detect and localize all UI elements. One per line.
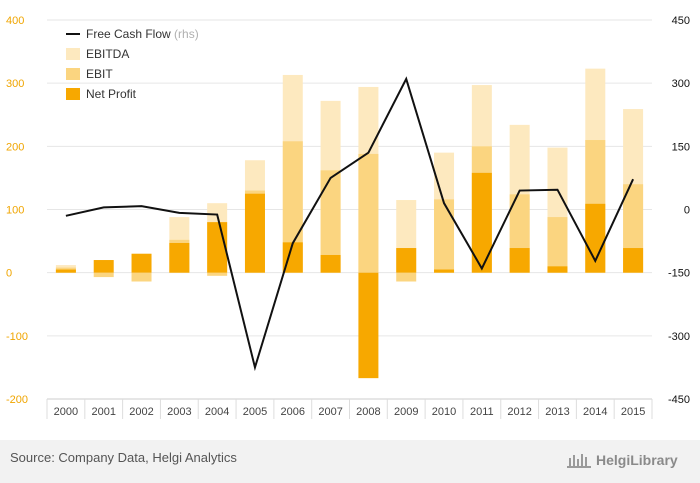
y2-tick-label: -300: [668, 331, 690, 343]
x-tick-label: 2005: [243, 406, 267, 418]
bar-net-profit: [169, 242, 190, 273]
bar-ebit: [547, 217, 568, 273]
x-tick-label: 2013: [545, 406, 569, 418]
bar-net-profit: [320, 254, 341, 273]
y2-tick-label: -150: [668, 268, 690, 280]
legend-swatch: [66, 68, 80, 80]
y-tick-label: 0: [6, 268, 12, 280]
bar-net-profit: [244, 193, 265, 273]
x-tick-label: 2008: [356, 406, 380, 418]
y-tick-label: -200: [6, 394, 28, 406]
y2-tick-label: -450: [668, 394, 690, 406]
bar-net-profit: [358, 272, 379, 379]
bar-net-profit: [471, 172, 492, 273]
x-tick-label: 2001: [91, 406, 115, 418]
bar-net-profit: [434, 269, 455, 273]
y2-tick-label: 300: [672, 78, 690, 90]
bar-ebit: [358, 153, 379, 273]
y2-tick-label: 150: [672, 141, 690, 153]
legend-label: EBITDA: [86, 47, 129, 61]
bar-net-profit: [509, 248, 530, 273]
x-tick-label: 2004: [205, 406, 229, 418]
x-tick-label: 2009: [394, 406, 418, 418]
x-tick-label: 2014: [583, 406, 607, 418]
source-note: Source: Company Data, Helgi Analytics: [10, 450, 237, 465]
x-tick-label: 2010: [432, 406, 456, 418]
legend-label: Free Cash Flow (rhs): [86, 27, 199, 41]
x-tick-label: 2015: [621, 406, 645, 418]
bar-net-profit: [396, 248, 417, 273]
legend-label: Net Profit: [86, 87, 137, 101]
footer: [0, 440, 700, 483]
bar-net-profit: [547, 266, 568, 273]
legend-swatch: [66, 48, 80, 60]
bar-ebit: [207, 272, 228, 276]
x-tick-label: 2003: [167, 406, 191, 418]
bar-ebit: [434, 199, 455, 273]
helgi-library-logo: HelgiLibrary: [566, 448, 678, 472]
bar-ebit: [396, 272, 417, 282]
bar-ebit: [131, 272, 152, 282]
y2-tick-label: 0: [684, 205, 690, 217]
x-tick-label: 2011: [470, 406, 494, 418]
bar-net-profit: [93, 260, 114, 273]
library-building-icon: [567, 454, 591, 468]
x-tick-label: 2000: [54, 406, 78, 418]
bar-net-profit: [585, 203, 606, 273]
combo-chart: -200 -100 0 100 200 300 400 -450 -300 -150 0 150 300…: [0, 0, 700, 440]
legend-label-suffix: (rhs): [171, 27, 199, 41]
bar-net-profit: [55, 269, 76, 273]
legend-label: EBIT: [86, 67, 113, 81]
bar-net-profit: [623, 248, 644, 273]
bar-ebit: [320, 170, 341, 273]
y-tick-label: -100: [6, 331, 28, 343]
y2-tick-label: 450: [672, 15, 690, 27]
y-tick-label: 400: [6, 15, 24, 27]
x-tick-label: 2006: [281, 406, 305, 418]
x-tick-label: 2012: [507, 406, 531, 418]
bar-net-profit: [282, 242, 303, 273]
bar-net-profit: [207, 222, 228, 273]
x-tick-label: 2007: [318, 406, 342, 418]
bar-ebit: [93, 272, 114, 278]
y-tick-label: 300: [6, 78, 24, 90]
bar-net-profit: [131, 253, 152, 273]
y-tick-label: 100: [6, 205, 24, 217]
legend-swatch: [66, 88, 80, 100]
bar-ebit: [282, 141, 303, 273]
y-tick-label: 200: [6, 141, 24, 153]
line-free-cash-flow: [65, 76, 635, 372]
x-tick-label: 2002: [129, 406, 153, 418]
logo-text: HelgiLibrary: [596, 452, 678, 468]
